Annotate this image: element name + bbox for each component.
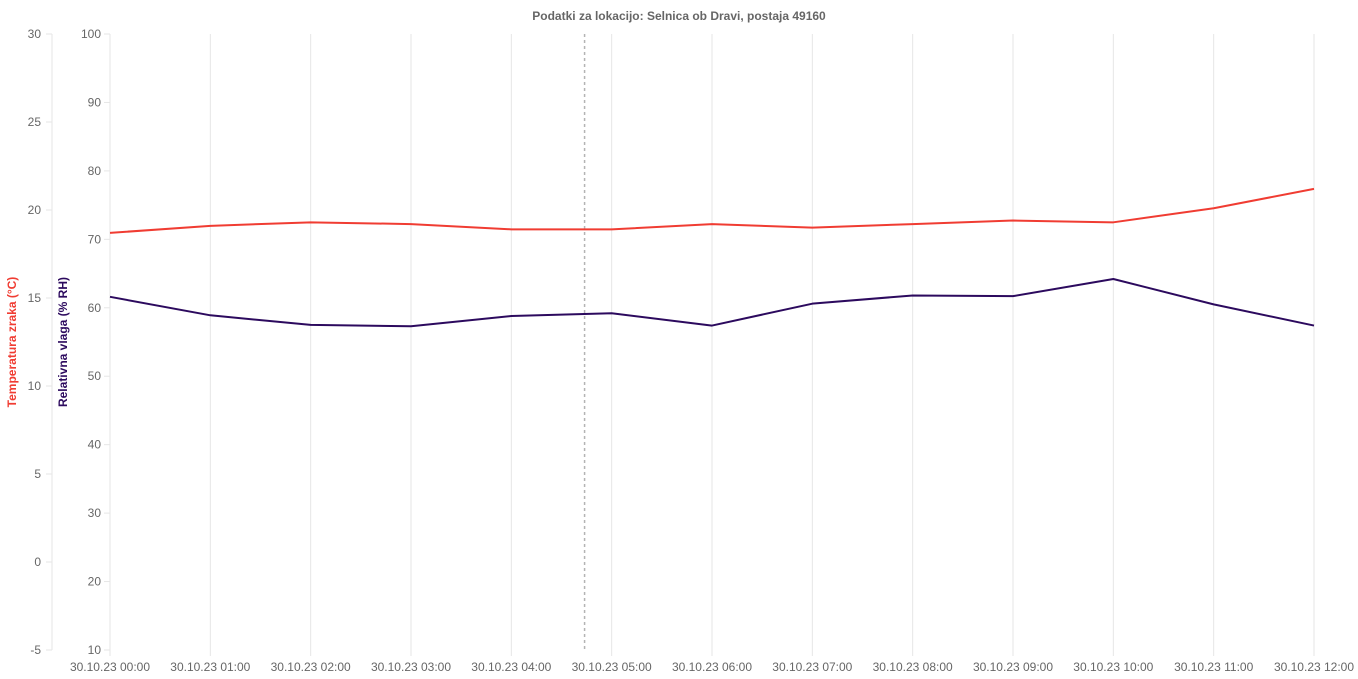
x-tick-label: 30.10.23 05:00	[572, 660, 652, 674]
chart-title: Podatki za lokacijo: Selnica ob Dravi, p…	[532, 9, 826, 23]
x-tick-label: 30.10.23 09:00	[973, 660, 1053, 674]
x-tick-label: 30.10.23 04:00	[471, 660, 551, 674]
y2-tick-label: 30	[88, 506, 102, 520]
x-tick-label: 30.10.23 10:00	[1073, 660, 1153, 674]
x-tick-label: 30.10.23 11:00	[1174, 660, 1254, 674]
temperature-series-line	[109, 187, 1315, 234]
humidity-series-line	[109, 278, 1315, 328]
y2-tick-label: 60	[88, 301, 102, 315]
x-tick-label: 30.10.23 03:00	[371, 660, 451, 674]
x-tick-label: 30.10.23 07:00	[772, 660, 852, 674]
x-tick-label: 30.10.23 02:00	[271, 660, 351, 674]
y1-tick-label: 10	[28, 379, 42, 393]
y1-tick-label: 5	[34, 467, 41, 481]
y2-axis-title: Relativna vlaga (% RH)	[56, 277, 70, 407]
y1-axis-title: Temperatura zraka (°C)	[5, 277, 19, 408]
y2-tick-label: 70	[88, 232, 102, 246]
labels-layer: 30.10.23 00:00 30.10.23 01:00 30.10.23 02:…	[28, 27, 1355, 674]
series-layer	[109, 187, 1315, 328]
y1-tick-label: 20	[28, 203, 42, 217]
y1-tick-label: 30	[28, 27, 42, 41]
y1-tick-label: 0	[34, 555, 41, 569]
y2-tick-label: 100	[81, 27, 101, 41]
x-tick-label: 30.10.23 12:00	[1274, 660, 1354, 674]
x-tick-label: 30.10.23 01:00	[170, 660, 250, 674]
x-tick-label: 30.10.23 06:00	[672, 660, 752, 674]
x-tick-label: 30.10.23 00:00	[70, 660, 150, 674]
y2-tick-label: 10	[88, 643, 102, 657]
y1-tick-label: 15	[28, 291, 42, 305]
y2-tick-label: 40	[88, 438, 102, 452]
grid-layer	[209, 34, 1315, 656]
y2-tick-label: 50	[88, 369, 102, 383]
y1-tick-label: -5	[30, 643, 41, 657]
x-tick-label: 30.10.23 08:00	[873, 660, 953, 674]
y2-tick-label: 90	[88, 95, 102, 109]
axes-layer	[46, 33, 111, 656]
y1-tick-label: 25	[28, 115, 42, 129]
y2-tick-label: 80	[88, 164, 102, 178]
y2-tick-label: 20	[88, 575, 102, 589]
